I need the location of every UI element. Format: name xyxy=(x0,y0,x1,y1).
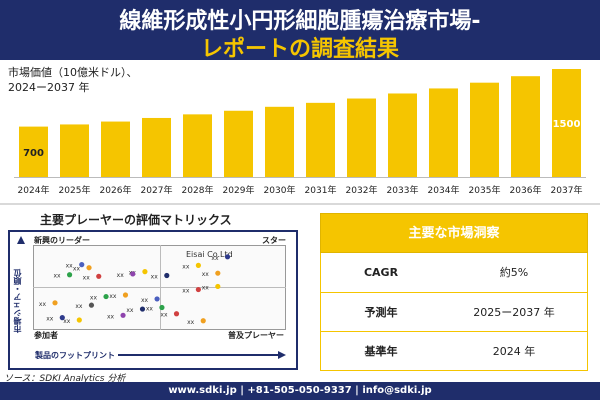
x-axis-line xyxy=(118,354,278,356)
insight-label: 基準年 xyxy=(364,345,398,358)
insight-value: 約5% xyxy=(499,266,529,279)
bar-2029年 xyxy=(224,110,253,177)
section-divider xyxy=(0,203,600,205)
quadrant-emerging-leaders: 新興のリーダー xyxy=(34,236,90,245)
insight-value: 2025ー2037 年 xyxy=(473,306,555,319)
matrix-vertical-divider xyxy=(160,245,161,330)
bar-2037年 xyxy=(552,69,581,177)
x-axis-label: 製品のフットプリント xyxy=(35,351,115,360)
x-tick-label: 2037年 xyxy=(551,184,583,196)
report-header: 線維形成性小円形細胞腫瘍治療市場- レポートの調査結果 xyxy=(0,0,600,62)
insight-label: CAGR xyxy=(363,266,399,279)
x-tick-label: 2026年 xyxy=(100,184,132,196)
bar-2030年 xyxy=(265,106,294,177)
bar-2027年 xyxy=(142,117,171,177)
y-axis-label: 市場シェア・順位 xyxy=(13,269,22,333)
bar-2033年 xyxy=(388,93,417,177)
bar-data-label: 700 xyxy=(23,148,44,159)
matrix-title: 主要プレーヤーの評価マトリックス xyxy=(40,213,232,227)
x-tick-label: 2032年 xyxy=(346,184,378,196)
x-axis-arrow-icon xyxy=(278,351,286,359)
x-tick-label: 2025年 xyxy=(59,184,91,196)
market-value-bar-chart: 2024年 700 2025年 2026年 2027年 2028年 2029年 2030年 20… xyxy=(14,69,586,196)
x-tick-label: 2024年 xyxy=(18,184,50,196)
quadrant-pervasive-players: 普及プレーヤー xyxy=(228,331,284,340)
x-tick-label: 2035年 xyxy=(469,184,501,196)
bar-2031年 xyxy=(306,102,335,177)
quadrant-participants: 参加者 xyxy=(34,331,58,340)
insight-row-forecast: 予測年 2025ー2037 年 xyxy=(321,292,587,331)
bar-2035年 xyxy=(470,82,499,177)
bar-2036年 xyxy=(511,76,540,177)
bar-data-label: 1500 xyxy=(553,119,581,130)
bar-2024年 xyxy=(19,126,48,177)
chart-caption-line1: 市場価値（10億米ドル）、 xyxy=(8,66,138,79)
x-tick-label: 2036年 xyxy=(510,184,542,196)
source-note: ソース：SDKI Analytics 分析 xyxy=(4,374,126,384)
quadrant-stars: スター xyxy=(262,236,286,245)
x-tick-label: 2034年 xyxy=(428,184,460,196)
insight-value: 2024 年 xyxy=(492,345,536,358)
x-tick-label: 2031年 xyxy=(305,184,337,196)
insights-heading: 主要な市場洞察 xyxy=(320,213,588,253)
matrix-horizontal-divider xyxy=(33,287,286,288)
highlight-company-label: Eisai Co.Ltd xyxy=(186,250,233,259)
report-title: 線維形成性小円形細胞腫瘍治療市場- xyxy=(119,9,481,34)
contact-footer: www.sdki.jp | +81-505-050-9337 | info@sd… xyxy=(0,382,600,400)
x-tick-label: 2029年 xyxy=(223,184,255,196)
chart-caption-line2: 2024ー2037 年 xyxy=(8,81,90,94)
bar-2034年 xyxy=(429,88,458,177)
x-tick-label: 2030年 xyxy=(264,184,296,196)
bar-2028年 xyxy=(183,114,212,177)
y-axis-arrow-icon xyxy=(17,236,25,244)
bar-2025年 xyxy=(60,124,89,177)
bar-2032年 xyxy=(347,98,376,177)
bar-2026年 xyxy=(101,121,130,177)
insight-row-cagr: CAGR 約5% xyxy=(321,253,587,292)
x-tick-label: 2033年 xyxy=(387,184,419,196)
insights-table: CAGR 約5% 予測年 2025ー2037 年 基準年 2024 年 xyxy=(320,253,588,371)
x-tick-label: 2028年 xyxy=(182,184,214,196)
report-subtitle: レポートの調査結果 xyxy=(200,37,399,62)
chart-caption: 市場価値（10億米ドル）、 2024ー2037 年 xyxy=(8,65,138,95)
insight-label: 予測年 xyxy=(364,306,398,319)
x-tick-label: 2027年 xyxy=(141,184,173,196)
insight-row-base-year: 基準年 2024 年 xyxy=(321,331,587,370)
